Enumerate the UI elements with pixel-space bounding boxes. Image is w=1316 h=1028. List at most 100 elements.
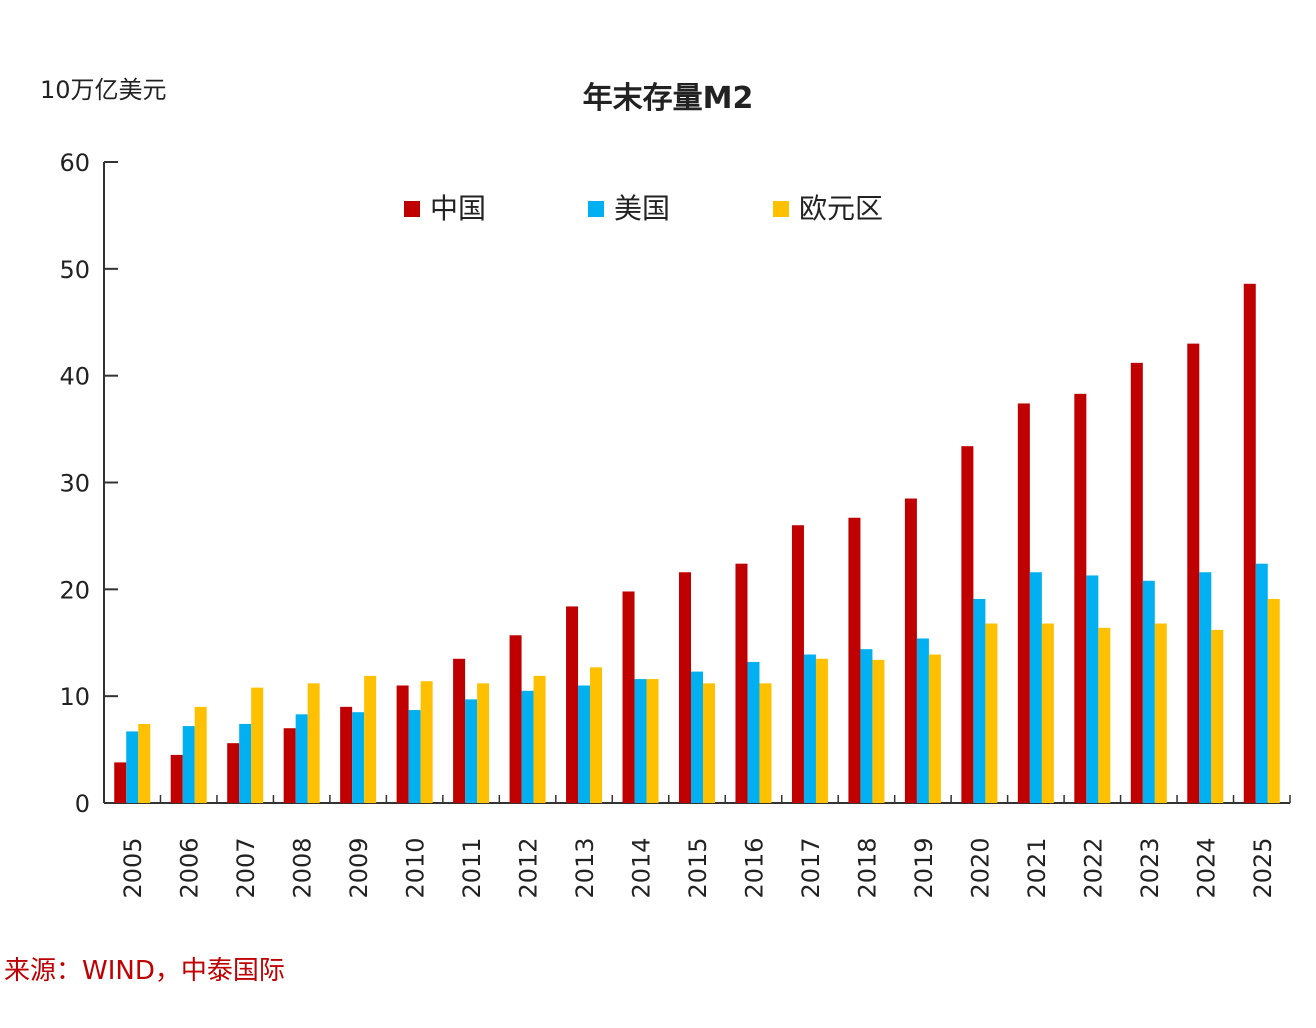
x-tick-label-2009: 2009 [345, 837, 373, 898]
bar-2022-1 [1086, 575, 1099, 803]
x-tick-label-2008: 2008 [289, 837, 317, 898]
bar-2006-0 [170, 754, 183, 803]
y-tick-label: 10 [59, 683, 90, 711]
x-tick-label-2007: 2007 [232, 837, 260, 898]
x-tick-label-2023: 2023 [1136, 837, 1164, 898]
bar-2005-0 [114, 762, 127, 803]
y-axis-unit-label: 10万亿美元 [40, 76, 167, 104]
x-tick-label-2010: 2010 [402, 837, 430, 898]
bar-2022-0 [1074, 393, 1087, 803]
bar-2013-2 [590, 667, 603, 803]
bar-2016-0 [735, 563, 748, 803]
bar-2011-0 [453, 658, 466, 803]
bar-2025-1 [1255, 563, 1268, 803]
y-tick-label: 30 [59, 470, 90, 498]
bar-2005-2 [138, 723, 151, 803]
bar-2010-2 [420, 681, 433, 803]
x-tick-label-2024: 2024 [1192, 837, 1220, 898]
legend-swatch-0 [404, 201, 420, 217]
bar-2019-1 [916, 638, 929, 803]
x-tick-label-2011: 2011 [458, 837, 486, 898]
legend-label-2: 欧元区 [799, 192, 883, 225]
bar-2009-2 [364, 675, 377, 803]
chart-title: 年末存量M2 [583, 81, 754, 116]
y-tick-label: 0 [75, 790, 90, 818]
bar-2024-2 [1211, 629, 1224, 803]
bar-2022-2 [1098, 627, 1111, 803]
x-tick-label-2020: 2020 [966, 837, 994, 898]
bar-2023-1 [1142, 580, 1155, 803]
y-tick-label: 60 [59, 149, 90, 177]
bar-2023-0 [1130, 362, 1143, 803]
bar-2016-1 [747, 661, 760, 803]
x-tick-label-2022: 2022 [1079, 837, 1107, 898]
bar-2017-0 [791, 525, 804, 803]
bar-2018-2 [872, 659, 885, 803]
x-tick-label-2013: 2013 [571, 837, 599, 898]
y-tick-label: 20 [59, 576, 90, 604]
bar-2013-1 [578, 685, 591, 803]
bar-2015-2 [703, 683, 715, 803]
source-note: 来源：WIND，中泰国际 [4, 956, 285, 986]
bar-2014-1 [634, 679, 647, 803]
bar-2014-2 [646, 679, 659, 803]
bar-2013-0 [566, 606, 579, 803]
bar-2008-1 [295, 714, 308, 803]
bar-2011-2 [477, 683, 490, 803]
bar-2020-1 [973, 598, 986, 803]
bar-2015-0 [679, 572, 691, 803]
bar-2006-1 [182, 726, 195, 803]
bar-2017-1 [803, 654, 816, 803]
legend: 中国 美国 欧元区 [404, 192, 883, 225]
bar-2015-1 [691, 671, 703, 803]
bar-2024-0 [1187, 343, 1200, 803]
legend-swatch-2 [773, 201, 789, 217]
x-tick-label-2015: 2015 [684, 837, 712, 898]
x-tick-label-2021: 2021 [1023, 837, 1051, 898]
bar-2010-1 [408, 710, 421, 803]
x-tick-label-2014: 2014 [628, 837, 656, 898]
bar-2018-0 [848, 517, 861, 803]
bar-2019-0 [904, 498, 917, 803]
bar-2012-0 [509, 635, 522, 803]
bar-2012-2 [533, 675, 546, 803]
bar-2012-1 [521, 690, 534, 803]
bar-2006-2 [194, 706, 207, 803]
x-tick-label-2012: 2012 [515, 837, 543, 898]
y-tick-label: 50 [59, 256, 90, 284]
bar-2023-2 [1154, 623, 1167, 803]
bar-2007-0 [227, 743, 240, 803]
y-tick-label: 40 [59, 363, 90, 391]
legend-swatch-1 [588, 201, 604, 217]
bar-2007-2 [251, 687, 264, 803]
bar-2016-2 [759, 683, 772, 803]
bar-2018-1 [860, 649, 873, 803]
bars [114, 283, 1280, 803]
x-tick-label-2025: 2025 [1249, 837, 1277, 898]
x-tick-label-2016: 2016 [740, 837, 768, 898]
bar-2020-0 [961, 446, 974, 803]
bar-2024-1 [1199, 572, 1212, 803]
bar-2011-1 [465, 699, 478, 803]
x-tick-label-2006: 2006 [176, 837, 204, 898]
axes: 0 10 20 30 40 50 60 2005 2006 2007 2008 2009 2010 201… [59, 149, 1291, 899]
bar-2021-2 [1041, 623, 1054, 803]
bar-2020-2 [985, 623, 998, 803]
x-tick-label-2005: 2005 [119, 837, 147, 898]
legend-label-1: 美国 [614, 192, 670, 225]
x-tick-label-2019: 2019 [910, 837, 938, 898]
bar-2017-2 [815, 658, 828, 803]
bar-2008-0 [283, 728, 296, 803]
bar-2025-2 [1267, 598, 1280, 803]
bar-2007-1 [239, 723, 252, 803]
x-tick-label-2017: 2017 [797, 837, 825, 898]
bar-2010-0 [396, 685, 409, 803]
bar-2025-0 [1243, 283, 1256, 803]
bar-2021-0 [1017, 403, 1030, 803]
bar-2014-0 [622, 591, 635, 803]
x-tick-label-2018: 2018 [853, 837, 881, 898]
bar-2021-1 [1029, 572, 1042, 803]
legend-label-0: 中国 [430, 192, 486, 225]
bar-2009-1 [352, 712, 365, 803]
bar-2008-2 [307, 683, 320, 803]
